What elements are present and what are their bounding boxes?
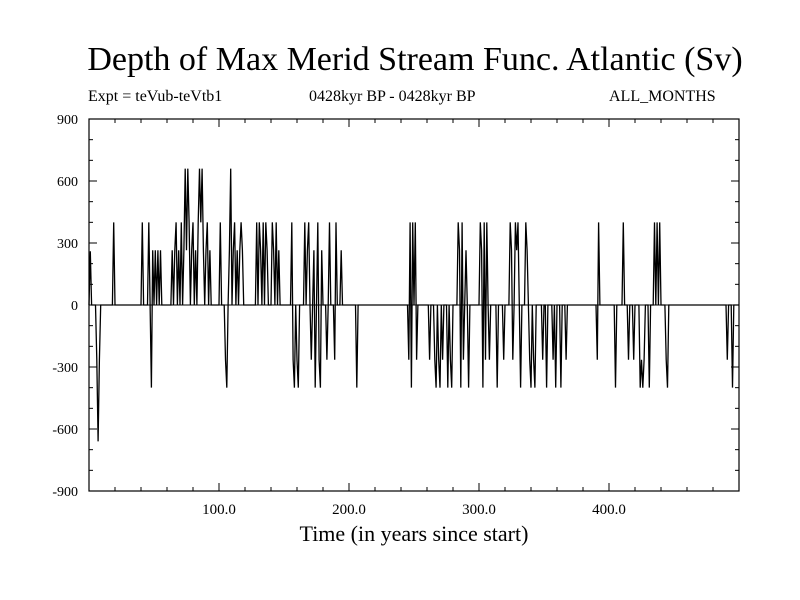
x-tick-label: 300.0 bbox=[462, 502, 496, 518]
period-label: 0428kyr BP - 0428kyr BP bbox=[309, 88, 476, 105]
experiment-label: Expt = teVub-teVtb1 bbox=[88, 88, 223, 105]
y-tick-label: -900 bbox=[52, 485, 78, 500]
y-tick-label: -600 bbox=[52, 423, 78, 438]
x-tick-label: 100.0 bbox=[202, 502, 236, 518]
months-label: ALL_MONTHS bbox=[609, 88, 716, 105]
chart-title: Depth of Max Merid Stream Func. Atlantic… bbox=[87, 41, 743, 78]
x-axis-title: Time (in years since start) bbox=[300, 521, 529, 546]
y-tick-label: 300 bbox=[57, 237, 78, 252]
y-tick-label: -300 bbox=[52, 361, 78, 376]
y-tick-label: 900 bbox=[57, 113, 78, 128]
y-tick-label: 600 bbox=[57, 175, 78, 190]
x-tick-label: 400.0 bbox=[592, 502, 626, 518]
x-tick-label: 200.0 bbox=[332, 502, 366, 518]
plot-content bbox=[88, 168, 739, 442]
series-line-1 bbox=[88, 168, 739, 442]
y-tick-label: 0 bbox=[71, 299, 78, 314]
axes: -900 -600 -300 0 300 600 900 100.0 200.0 300.0 400… bbox=[52, 113, 740, 546]
